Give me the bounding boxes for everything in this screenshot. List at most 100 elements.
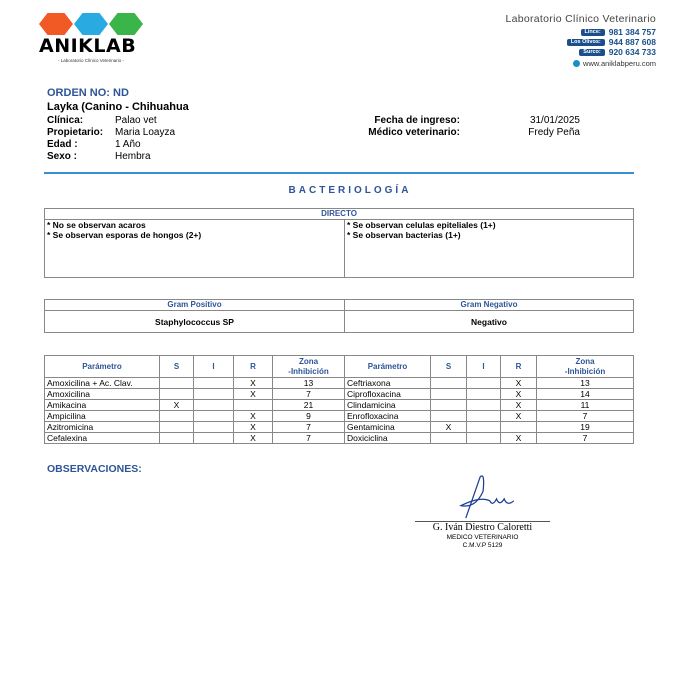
edad-value: 1 Año: [115, 139, 141, 150]
header-zona: Zona -Inhibición: [536, 355, 634, 378]
antibiotic-name: Ampicilina: [44, 410, 160, 422]
header-s: S: [430, 355, 467, 378]
patient-name: Layka (Canino - Chihuahua: [47, 101, 189, 113]
patient-details: Clínica: Palao vet Propietario: Maria Loay…: [47, 115, 175, 163]
lab-title: Laboratorio Clínico Veterinario: [505, 13, 656, 25]
cell-r: X: [233, 388, 273, 400]
cell-zona: 9: [272, 410, 345, 422]
antibiotic-name: Clindamicina: [344, 399, 431, 411]
antibiotic-name: Ciprofloxacina: [344, 388, 431, 400]
signer-title: MEDICO VETERINARIO: [446, 534, 519, 541]
cell-zona: 21: [272, 399, 345, 411]
cell-r: X: [500, 377, 537, 389]
cell-s: [430, 432, 467, 444]
propietario-label: Propietario:: [47, 127, 104, 138]
cell-i: [193, 410, 234, 422]
order-number: ORDEN NO: ND: [47, 87, 129, 99]
header-i: I: [193, 355, 234, 378]
phone-los-olivos: Los Olivos: 944 887 608: [566, 37, 656, 47]
website: www.aniklabperu.com: [567, 59, 656, 68]
header-s: S: [159, 355, 194, 378]
cell-s: [159, 410, 194, 422]
phone-number: 944 887 608: [608, 37, 656, 47]
cell-s: [159, 388, 194, 400]
signer-license: C.M.V.P 5129: [462, 542, 503, 549]
cell-s: [159, 432, 194, 444]
cell-r: X: [500, 388, 537, 400]
cell-i: [193, 399, 234, 411]
logo-hex-blue: [74, 13, 108, 35]
cell-r: [233, 399, 273, 411]
table-row: Cefalexina X 7 Doxiciclina X 7: [44, 432, 634, 444]
cell-zona: 19: [536, 421, 634, 433]
cell-zona: 14: [536, 388, 634, 400]
cell-zona: 7: [536, 410, 634, 422]
edad-label: Edad :: [47, 139, 78, 150]
admission-details: Fecha de ingreso: 31/01/2025 Médico veter…: [330, 115, 600, 139]
header-parametro: Parámetro: [44, 355, 160, 378]
cell-s: [159, 377, 194, 389]
antibiotic-name: Amikacina: [44, 399, 160, 411]
table-row: Ampicilina X 9 Enrofloxacina X 7: [44, 410, 634, 422]
divider: [44, 172, 634, 174]
table-row: Amoxicilina + Ac. Clav. X 13 Ceftriaxona X 13: [44, 377, 634, 389]
cell-i: [466, 388, 501, 400]
table-row: Azitromicina X 7 Gentamicina X 19: [44, 421, 634, 433]
antibiotic-name: Doxiciclina: [344, 432, 431, 444]
finding: * Se observan bacterias (1+): [347, 230, 461, 240]
antibiotic-name: Amoxicilina + Ac. Clav.: [44, 377, 160, 389]
cell-r: X: [233, 410, 273, 422]
phone-number: 920 634 733: [608, 47, 656, 57]
antibiotic-name: Ceftriaxona: [344, 377, 431, 389]
cell-s: [430, 399, 467, 411]
observaciones-label: OBSERVACIONES:: [47, 463, 142, 475]
gram-negative-value: Negativo: [344, 310, 634, 333]
header-zona-line2: -Inhibición: [564, 366, 606, 376]
branch-badge: Surco:: [579, 48, 605, 56]
fecha-value: 31/01/2025: [529, 115, 580, 126]
cell-i: [193, 421, 234, 433]
cell-zona: 7: [272, 421, 345, 433]
signature-image: [459, 475, 515, 519]
cell-s: [430, 388, 467, 400]
antibiogram-table: Parámetro S I R Zona -Inhibición Parámetro S I R Z…: [44, 355, 634, 444]
phone-list: Lince: 981 384 757 Los Olivos: 944 887 608…: [566, 27, 656, 68]
directo-table: DIRECTO * No se observan acaros * Se obse…: [44, 208, 634, 278]
header-zona: Zona -Inhibición: [272, 355, 345, 378]
header-r: R: [500, 355, 537, 378]
brand-subtitle: - Laboratorio Clínico Veterinario -: [57, 58, 125, 63]
cell-zona: 11: [536, 399, 634, 411]
cell-i: [193, 377, 234, 389]
gram-negative-header: Gram Negativo: [344, 299, 634, 311]
phone-lince: Lince: 981 384 757: [567, 27, 656, 37]
cell-i: [466, 432, 501, 444]
cell-r: X: [233, 432, 273, 444]
directo-header: DIRECTO: [44, 208, 634, 220]
header-i: I: [466, 355, 501, 378]
cell-i: [466, 377, 501, 389]
cell-zona: 7: [272, 388, 345, 400]
fecha-label: Fecha de ingreso:: [374, 115, 460, 126]
brand-name: ANIKLAB: [39, 35, 137, 57]
cell-zona: 7: [272, 432, 345, 444]
sexo-value: Hembra: [115, 151, 151, 162]
cell-i: [466, 410, 501, 422]
cell-i: [193, 432, 234, 444]
sexo-label: Sexo :: [47, 151, 78, 162]
clinica-value: Palao vet: [115, 115, 157, 126]
antibiotic-name: Azitromicina: [44, 421, 160, 433]
website-url: www.aniklabperu.com: [583, 59, 656, 68]
logo-hex-green: [109, 13, 143, 35]
cell-r: X: [500, 410, 537, 422]
cell-i: [193, 388, 234, 400]
cell-r: X: [500, 432, 537, 444]
directo-left: * No se observan acaros * Se observan esp…: [44, 219, 345, 278]
cell-s: X: [159, 399, 194, 411]
header-parametro: Parámetro: [344, 355, 431, 378]
antibiotic-name: Gentamicina: [344, 421, 431, 433]
cell-s: X: [430, 421, 467, 433]
header-zona-line2: -Inhibición: [288, 366, 329, 376]
gram-table: Gram Positivo Gram Negativo Staphylococcu…: [44, 299, 634, 333]
branch-badge: Los Olivos:: [566, 38, 605, 46]
cell-zona: 13: [272, 377, 345, 389]
